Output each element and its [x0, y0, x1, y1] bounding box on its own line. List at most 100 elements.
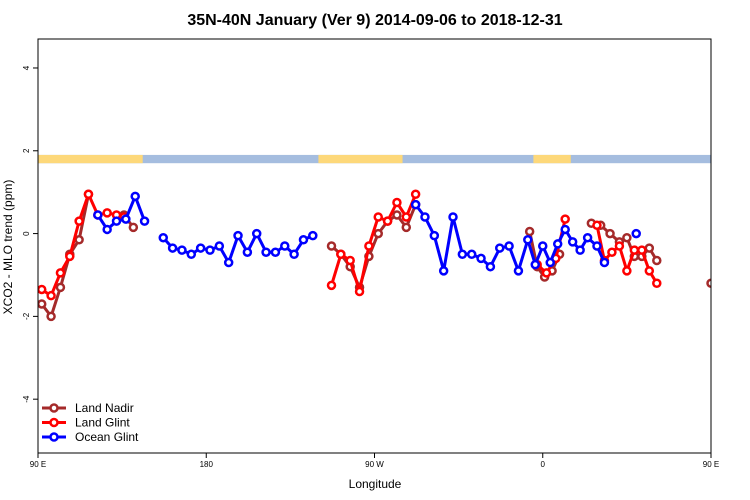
series-land-nadir: [38, 189, 662, 322]
data-point: [55, 268, 66, 278]
data-point: [457, 249, 468, 260]
data-point: [476, 253, 486, 264]
data-point: [737, 313, 744, 320]
data-point: [410, 189, 421, 199]
y-axis: -4 -2 0 2 4: [22, 65, 38, 403]
data-point: [541, 268, 552, 278]
series-line: [710, 283, 711, 285]
data-point: [392, 210, 402, 220]
data-point: [373, 212, 383, 222]
data-point: [102, 224, 112, 235]
series-line: [330, 193, 417, 293]
data-point: [46, 311, 56, 322]
data-point: [289, 249, 299, 260]
data-point: [121, 214, 131, 224]
data-point: [429, 230, 440, 241]
data-point: [205, 245, 215, 255]
series-line: [40, 192, 125, 298]
data-point: [65, 251, 75, 262]
data-point: [605, 228, 615, 239]
data-point: [93, 210, 103, 220]
data-point: [233, 230, 243, 241]
data-point: [607, 247, 617, 257]
data-point: [737, 288, 744, 295]
data-point: [261, 247, 271, 257]
data-point: [177, 245, 187, 255]
x-tick-label: 90 E: [703, 460, 719, 469]
data-point: [195, 243, 206, 253]
data-point: [74, 235, 84, 245]
x-tick-label: 90 W: [365, 460, 384, 469]
data-point: [270, 247, 281, 257]
data-point: [644, 243, 655, 253]
data-point: [538, 241, 548, 251]
data-point: [592, 220, 602, 231]
data-point: [382, 216, 393, 226]
data-point: [599, 257, 610, 268]
data-point: [186, 249, 197, 260]
data-point: [614, 241, 625, 251]
data-point: [326, 280, 337, 291]
series-ocean-glint: [93, 191, 641, 276]
data-point: [214, 241, 225, 251]
data-point: [410, 199, 421, 210]
data-point: [167, 243, 178, 253]
data-point: [326, 241, 337, 251]
data-point: [715, 282, 722, 289]
y-axis-label: XCO2 - MLO trend (ppm): [1, 180, 15, 315]
data-point: [567, 237, 578, 247]
data-point: [652, 255, 662, 266]
legend-label: Land Glint: [75, 416, 130, 430]
data-point: [401, 222, 412, 233]
data-point: [715, 269, 722, 276]
land-span: [533, 154, 571, 164]
data-point: [280, 241, 290, 251]
land-span: [318, 154, 403, 164]
x-tick-label: 180: [200, 460, 214, 469]
legend-swatch-marker: [49, 403, 59, 413]
legend-label: Ocean Glint: [75, 430, 139, 444]
legend-label: Land Nadir: [75, 401, 134, 415]
legend-item: Land Nadir: [42, 401, 134, 415]
data-point: [401, 212, 412, 222]
data-point: [38, 299, 47, 309]
y-tick-label: 4: [22, 65, 31, 70]
legend-swatch-marker: [49, 432, 59, 442]
data-point: [74, 216, 84, 226]
data-point: [523, 235, 533, 245]
data-point: [448, 212, 458, 222]
series-land-glint: [715, 191, 750, 295]
chart-title: 35N-40N January (Ver 9) 2014-09-06 to 20…: [187, 12, 562, 29]
x-axis-label: Longitude: [349, 477, 402, 491]
data-point: [373, 228, 383, 239]
data-point: [545, 257, 555, 268]
data-point: [46, 290, 56, 301]
data-point: [223, 257, 234, 268]
data-point: [560, 214, 570, 224]
y-tick-label: -2: [22, 312, 31, 320]
legend-item: Land Glint: [42, 416, 130, 430]
x-tick-label: 90 E: [30, 460, 46, 469]
x-axis: 90 E 180 90 W 0 90 E: [30, 453, 719, 469]
data-point: [392, 197, 402, 208]
data-point: [622, 266, 632, 276]
data-point: [130, 191, 140, 202]
data-point: [706, 278, 711, 289]
data-point: [504, 241, 514, 251]
data-point: [102, 208, 112, 218]
data-point: [128, 222, 139, 233]
data-point: [552, 239, 563, 249]
data-point: [730, 300, 737, 307]
data-point: [466, 249, 477, 260]
legend-item: Ocean Glint: [42, 430, 139, 444]
data-point: [622, 232, 632, 243]
data-point: [575, 245, 585, 255]
data-point: [652, 278, 662, 289]
data-point: [582, 232, 593, 243]
data-point: [513, 266, 524, 276]
series-layer: [38, 189, 750, 322]
data-point: [139, 216, 150, 226]
data-point: [336, 249, 346, 260]
